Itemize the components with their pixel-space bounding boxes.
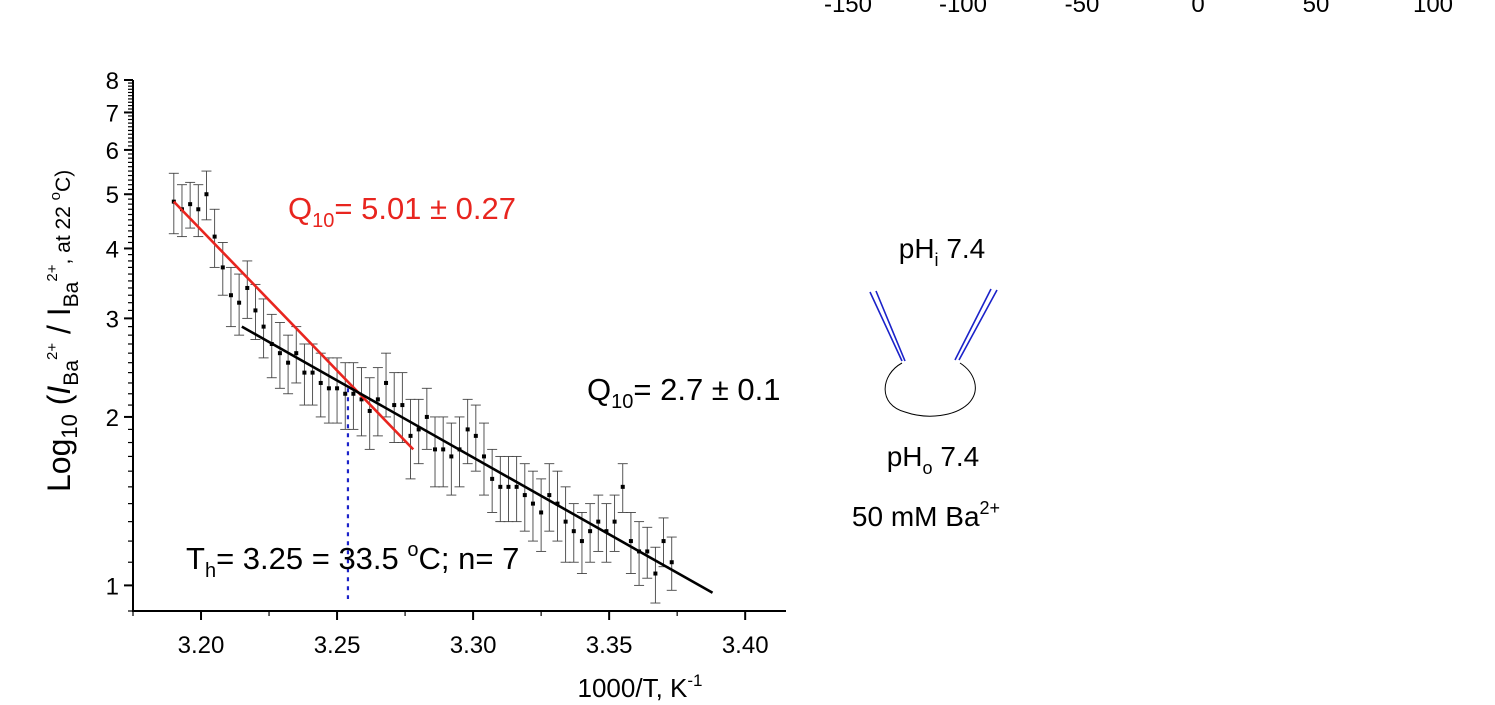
- y-tick-label: 2: [106, 405, 119, 432]
- x-tick-label: 3.40: [722, 632, 769, 659]
- fit-line: [172, 200, 415, 451]
- x-axis-label: 1000/T, K-1: [578, 671, 703, 703]
- x-tick-labels: 3.20 3.25 3.30 3.35 3.40: [178, 632, 769, 659]
- y-tick-label: 7: [106, 100, 119, 127]
- data-point: [245, 285, 250, 290]
- y-tick-label: 4: [106, 236, 119, 263]
- cell-diagram: pHi 7.4 pHo 7.4 50 mM Ba2+: [852, 233, 1000, 532]
- top-tick-label: -100: [939, 0, 987, 18]
- data-point: [449, 454, 454, 459]
- data-point: [212, 234, 217, 239]
- threshold-annotation: Th= 3.25 = 33.5 oC; n= 7: [186, 539, 519, 582]
- data-point: [408, 433, 413, 438]
- data-point: [514, 484, 519, 489]
- data-point: [473, 433, 478, 438]
- data-point: [416, 427, 421, 432]
- data-point: [400, 403, 405, 408]
- data-point: [351, 391, 356, 396]
- y-axis-label: Log10 (IBa2+ / IBa2+, at 22 oC): [41, 170, 83, 492]
- data-point: [220, 265, 225, 270]
- data-point: [604, 529, 609, 534]
- x-tick-label: 3.20: [178, 632, 225, 659]
- data-point: [228, 293, 233, 298]
- data-point: [588, 529, 593, 534]
- data-point: [196, 207, 201, 212]
- pipette-right-icon: [954, 288, 998, 361]
- data-point: [669, 560, 674, 565]
- data-point: [522, 493, 527, 498]
- data-point: [539, 510, 544, 515]
- y-tick-label: 6: [106, 138, 119, 165]
- data-point: [620, 484, 625, 489]
- y-tick-label: 5: [106, 182, 119, 209]
- data-point: [310, 370, 315, 375]
- x-tick-label: 3.25: [314, 632, 361, 659]
- data-point: [645, 549, 650, 554]
- pipette-left-icon: [869, 290, 906, 362]
- top-tick-label: 100: [1413, 0, 1453, 18]
- data-point: [204, 192, 209, 197]
- data-point: [661, 539, 666, 544]
- top-partial-axis: -150 -100 -50 0 50 100: [824, 0, 1453, 18]
- chart: 1 2 3 4 5 6 7 8 3.20 3.25 3.30 3.35 3.40…: [41, 68, 786, 703]
- data-point: [237, 300, 242, 305]
- data-point: [612, 519, 617, 524]
- data-point: [286, 360, 291, 365]
- top-tick-label: -150: [824, 0, 872, 18]
- x-tick-label: 3.35: [586, 632, 633, 659]
- cell-outline-icon: [884, 362, 976, 417]
- data-point: [326, 386, 331, 391]
- data-point: [335, 386, 340, 391]
- data-point: [653, 571, 658, 576]
- data-point: [424, 414, 429, 419]
- data-point: [481, 454, 486, 459]
- data-point: [596, 519, 601, 524]
- q10-red-annotation: Q10= 5.01 ± 0.27: [288, 191, 516, 232]
- bath-solution-label: 50 mM Ba2+: [852, 498, 1000, 532]
- q10-black-annotation: Q10= 2.7 ± 0.1: [587, 372, 781, 413]
- data-point: [441, 447, 446, 452]
- fit-lines: [172, 200, 714, 594]
- data-point: [343, 391, 348, 396]
- ph-inside-label: pHi 7.4: [899, 233, 986, 270]
- data-point: [490, 476, 495, 481]
- ph-outside-label: pHo 7.4: [887, 441, 980, 478]
- y-tick-label: 8: [106, 68, 119, 95]
- data-point: [506, 484, 511, 489]
- y-tick-labels: 1 2 3 4 5 6 7 8: [106, 68, 119, 600]
- data-point: [628, 539, 633, 544]
- data-point: [465, 427, 470, 432]
- top-tick-label: -50: [1065, 0, 1100, 18]
- top-tick-label: 50: [1303, 0, 1330, 18]
- data-point: [359, 397, 364, 402]
- data-point: [498, 484, 503, 489]
- data-point: [294, 351, 299, 356]
- data-point: [530, 501, 535, 506]
- y-tick-label: 1: [106, 573, 119, 600]
- data-point: [277, 351, 282, 356]
- fit-line: [241, 325, 714, 594]
- x-ticks: [132, 611, 747, 620]
- data-point: [571, 529, 576, 534]
- data-point: [384, 380, 389, 385]
- data-point: [375, 397, 380, 402]
- data-point: [188, 202, 193, 207]
- data-point: [302, 370, 307, 375]
- data-point: [433, 447, 438, 452]
- data-point: [579, 539, 584, 544]
- y-tick-label: 3: [106, 306, 119, 333]
- x-tick-label: 3.30: [450, 632, 497, 659]
- data-point: [547, 493, 552, 498]
- data-point: [253, 308, 258, 313]
- y-ticks: [124, 79, 133, 612]
- data-point: [563, 519, 568, 524]
- data-point: [367, 408, 372, 413]
- data-point: [392, 403, 397, 408]
- data-point: [318, 380, 323, 385]
- data-point: [261, 324, 266, 329]
- top-tick-label: 0: [1191, 0, 1204, 18]
